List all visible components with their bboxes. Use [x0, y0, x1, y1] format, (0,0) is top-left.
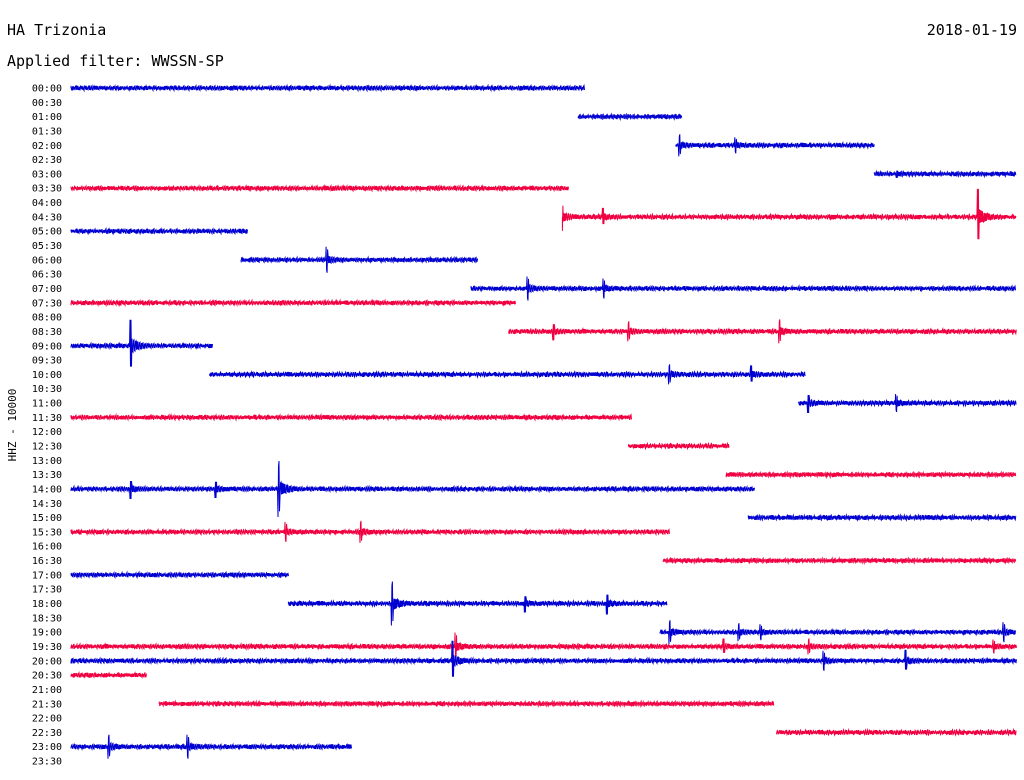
- row-label-1930: 19:30: [32, 642, 62, 653]
- trace-row-33: [662, 556, 1017, 565]
- trace-row-7: [70, 183, 569, 193]
- row-label-1500: 15:00: [32, 513, 62, 524]
- trace-row-23: [70, 412, 632, 422]
- row-label-0130: 01:30: [32, 126, 62, 137]
- trace-row-46: [70, 734, 352, 759]
- row-label-1630: 16:30: [32, 556, 62, 567]
- trace-row-6: [873, 169, 1017, 179]
- row-label-1800: 18:00: [32, 599, 62, 610]
- row-label-0100: 01:00: [32, 112, 62, 123]
- row-label-2030: 20:30: [32, 671, 62, 682]
- row-label-1300: 13:00: [32, 456, 62, 467]
- trace-row-2: [577, 112, 683, 122]
- row-label-0730: 07:30: [32, 298, 62, 309]
- trace-row-4: [675, 134, 875, 157]
- trace-row-10: [70, 226, 248, 236]
- row-label-1030: 10:30: [32, 384, 62, 395]
- trace-row-0: [70, 83, 585, 93]
- row-label-0930: 09:30: [32, 356, 62, 367]
- row-label-0630: 06:30: [32, 270, 62, 281]
- trace-row-36: [287, 581, 668, 626]
- trace-row-31: [70, 520, 670, 543]
- row-label-0900: 09:00: [32, 341, 62, 352]
- trace-row-9: [561, 188, 1017, 240]
- filter-label: Applied filter: WWSSN-SP: [7, 52, 224, 70]
- station-title: HA Trizonia: [7, 21, 107, 39]
- trace-row-15: [70, 298, 516, 308]
- row-label-1400: 14:00: [32, 484, 62, 495]
- row-label-2130: 21:30: [32, 699, 62, 710]
- row-label-2230: 22:30: [32, 728, 62, 739]
- row-label-2300: 23:00: [32, 742, 62, 753]
- row-label-0030: 00:30: [32, 98, 62, 109]
- row-label-1730: 17:30: [32, 585, 62, 596]
- row-label-2200: 22:00: [32, 714, 62, 725]
- row-label-1600: 16:00: [32, 542, 62, 553]
- row-label-1230: 12:30: [32, 442, 62, 453]
- trace-row-17: [508, 319, 1017, 344]
- row-label-0400: 04:00: [32, 198, 62, 209]
- row-label-0330: 03:30: [32, 184, 62, 195]
- row-label-0300: 03:00: [32, 169, 62, 180]
- row-label-0430: 04:30: [32, 212, 62, 223]
- row-label-0000: 00:00: [32, 84, 62, 95]
- seismic-traces: [70, 83, 1017, 759]
- trace-row-28: [70, 460, 755, 518]
- trace-row-39: [70, 632, 1017, 661]
- trace-row-12: [240, 246, 479, 273]
- trace-row-27: [725, 470, 1017, 480]
- trace-row-40: [70, 640, 1017, 677]
- row-label-1430: 14:30: [32, 499, 62, 510]
- row-label-1000: 10:00: [32, 370, 62, 381]
- row-label-1200: 12:00: [32, 427, 62, 438]
- row-label-1100: 11:00: [32, 399, 62, 410]
- row-label-0500: 05:00: [32, 227, 62, 238]
- trace-row-22: [798, 393, 1017, 414]
- trace-row-18: [70, 319, 213, 367]
- trace-row-34: [70, 570, 289, 580]
- trace-row-41: [70, 670, 147, 679]
- row-label-0200: 02:00: [32, 141, 62, 152]
- row-label-0530: 05:30: [32, 241, 62, 252]
- row-label-0600: 06:00: [32, 255, 62, 266]
- row-label-1700: 17:00: [32, 570, 62, 581]
- row-label-2000: 20:00: [32, 656, 62, 667]
- row-label-2100: 21:00: [32, 685, 62, 696]
- row-label-2330: 23:30: [32, 757, 62, 768]
- trace-row-45: [776, 727, 1017, 737]
- row-label-1330: 13:30: [32, 470, 62, 481]
- trace-row-30: [747, 513, 1017, 522]
- row-label-1830: 18:30: [32, 613, 62, 624]
- row-label-0830: 08:30: [32, 327, 62, 338]
- trace-row-43: [158, 699, 775, 709]
- row-label-0800: 08:00: [32, 313, 62, 324]
- row-tick-labels: 00:00 00:30 01:00 01:30 02:00 02:30 03:00 03:30…: [32, 84, 62, 768]
- trace-row-14: [470, 276, 1016, 301]
- row-label-1530: 15:30: [32, 527, 62, 538]
- date-label: 2018-01-19: [926, 21, 1017, 39]
- row-label-1900: 19:00: [32, 628, 62, 639]
- trace-row-20: [209, 364, 806, 385]
- trace-row-25: [628, 441, 730, 451]
- row-label-1130: 11:30: [32, 413, 62, 424]
- y-axis-label: HHZ - 10000: [6, 389, 19, 462]
- trace-row-38: [659, 620, 1016, 645]
- row-label-0700: 07:00: [32, 284, 62, 295]
- row-label-0230: 02:30: [32, 155, 62, 166]
